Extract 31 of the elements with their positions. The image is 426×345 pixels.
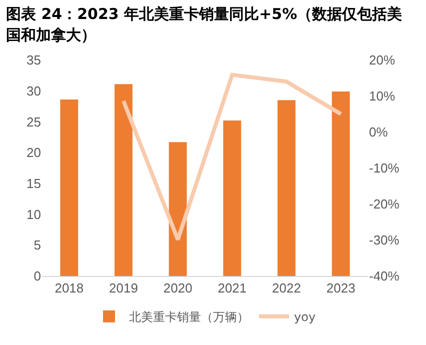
bar <box>168 142 187 276</box>
line-series <box>122 72 343 242</box>
y-tick-label: 10 <box>26 206 41 222</box>
bar <box>332 91 350 276</box>
y-tick-label: 0 <box>34 268 41 284</box>
y-tick-label: 15 <box>26 176 41 191</box>
bar <box>60 100 78 276</box>
x-tick-label: 2023 <box>326 280 356 296</box>
legend-label: 北美重卡销量（万辆） <box>129 310 249 324</box>
y-tick-label: 30 <box>26 83 41 98</box>
y2-tick-label: -20% <box>369 196 400 212</box>
y2-tick-label: -10% <box>369 160 400 176</box>
y2-tick-label: -30% <box>369 232 400 248</box>
y2-tick-label: -40% <box>369 268 400 284</box>
x-tick-label: 2021 <box>218 280 247 296</box>
bar <box>114 84 132 276</box>
x-tick-label: 2020 <box>163 280 192 296</box>
chart-title: 图表 24：2023 年北美重卡销量同比+5%（数据仅包括美国和加拿大） <box>5 4 404 46</box>
y2-tick-label: 0% <box>369 124 388 140</box>
y-tick-label: 25 <box>26 114 41 130</box>
y-tick-label: 5 <box>34 238 41 253</box>
bar <box>223 120 242 276</box>
x-tick-label: 2019 <box>109 280 138 296</box>
y-tick-label: 35 <box>26 52 41 68</box>
bar <box>278 100 296 276</box>
y-tick-label: 20 <box>26 145 41 160</box>
x-tick-label: 2022 <box>272 280 301 296</box>
y2-tick-label: 20% <box>369 52 396 68</box>
x-tick-label: 2018 <box>54 280 84 296</box>
y2-tick-label: 10% <box>369 88 396 104</box>
legend-label: yoy <box>294 310 316 324</box>
